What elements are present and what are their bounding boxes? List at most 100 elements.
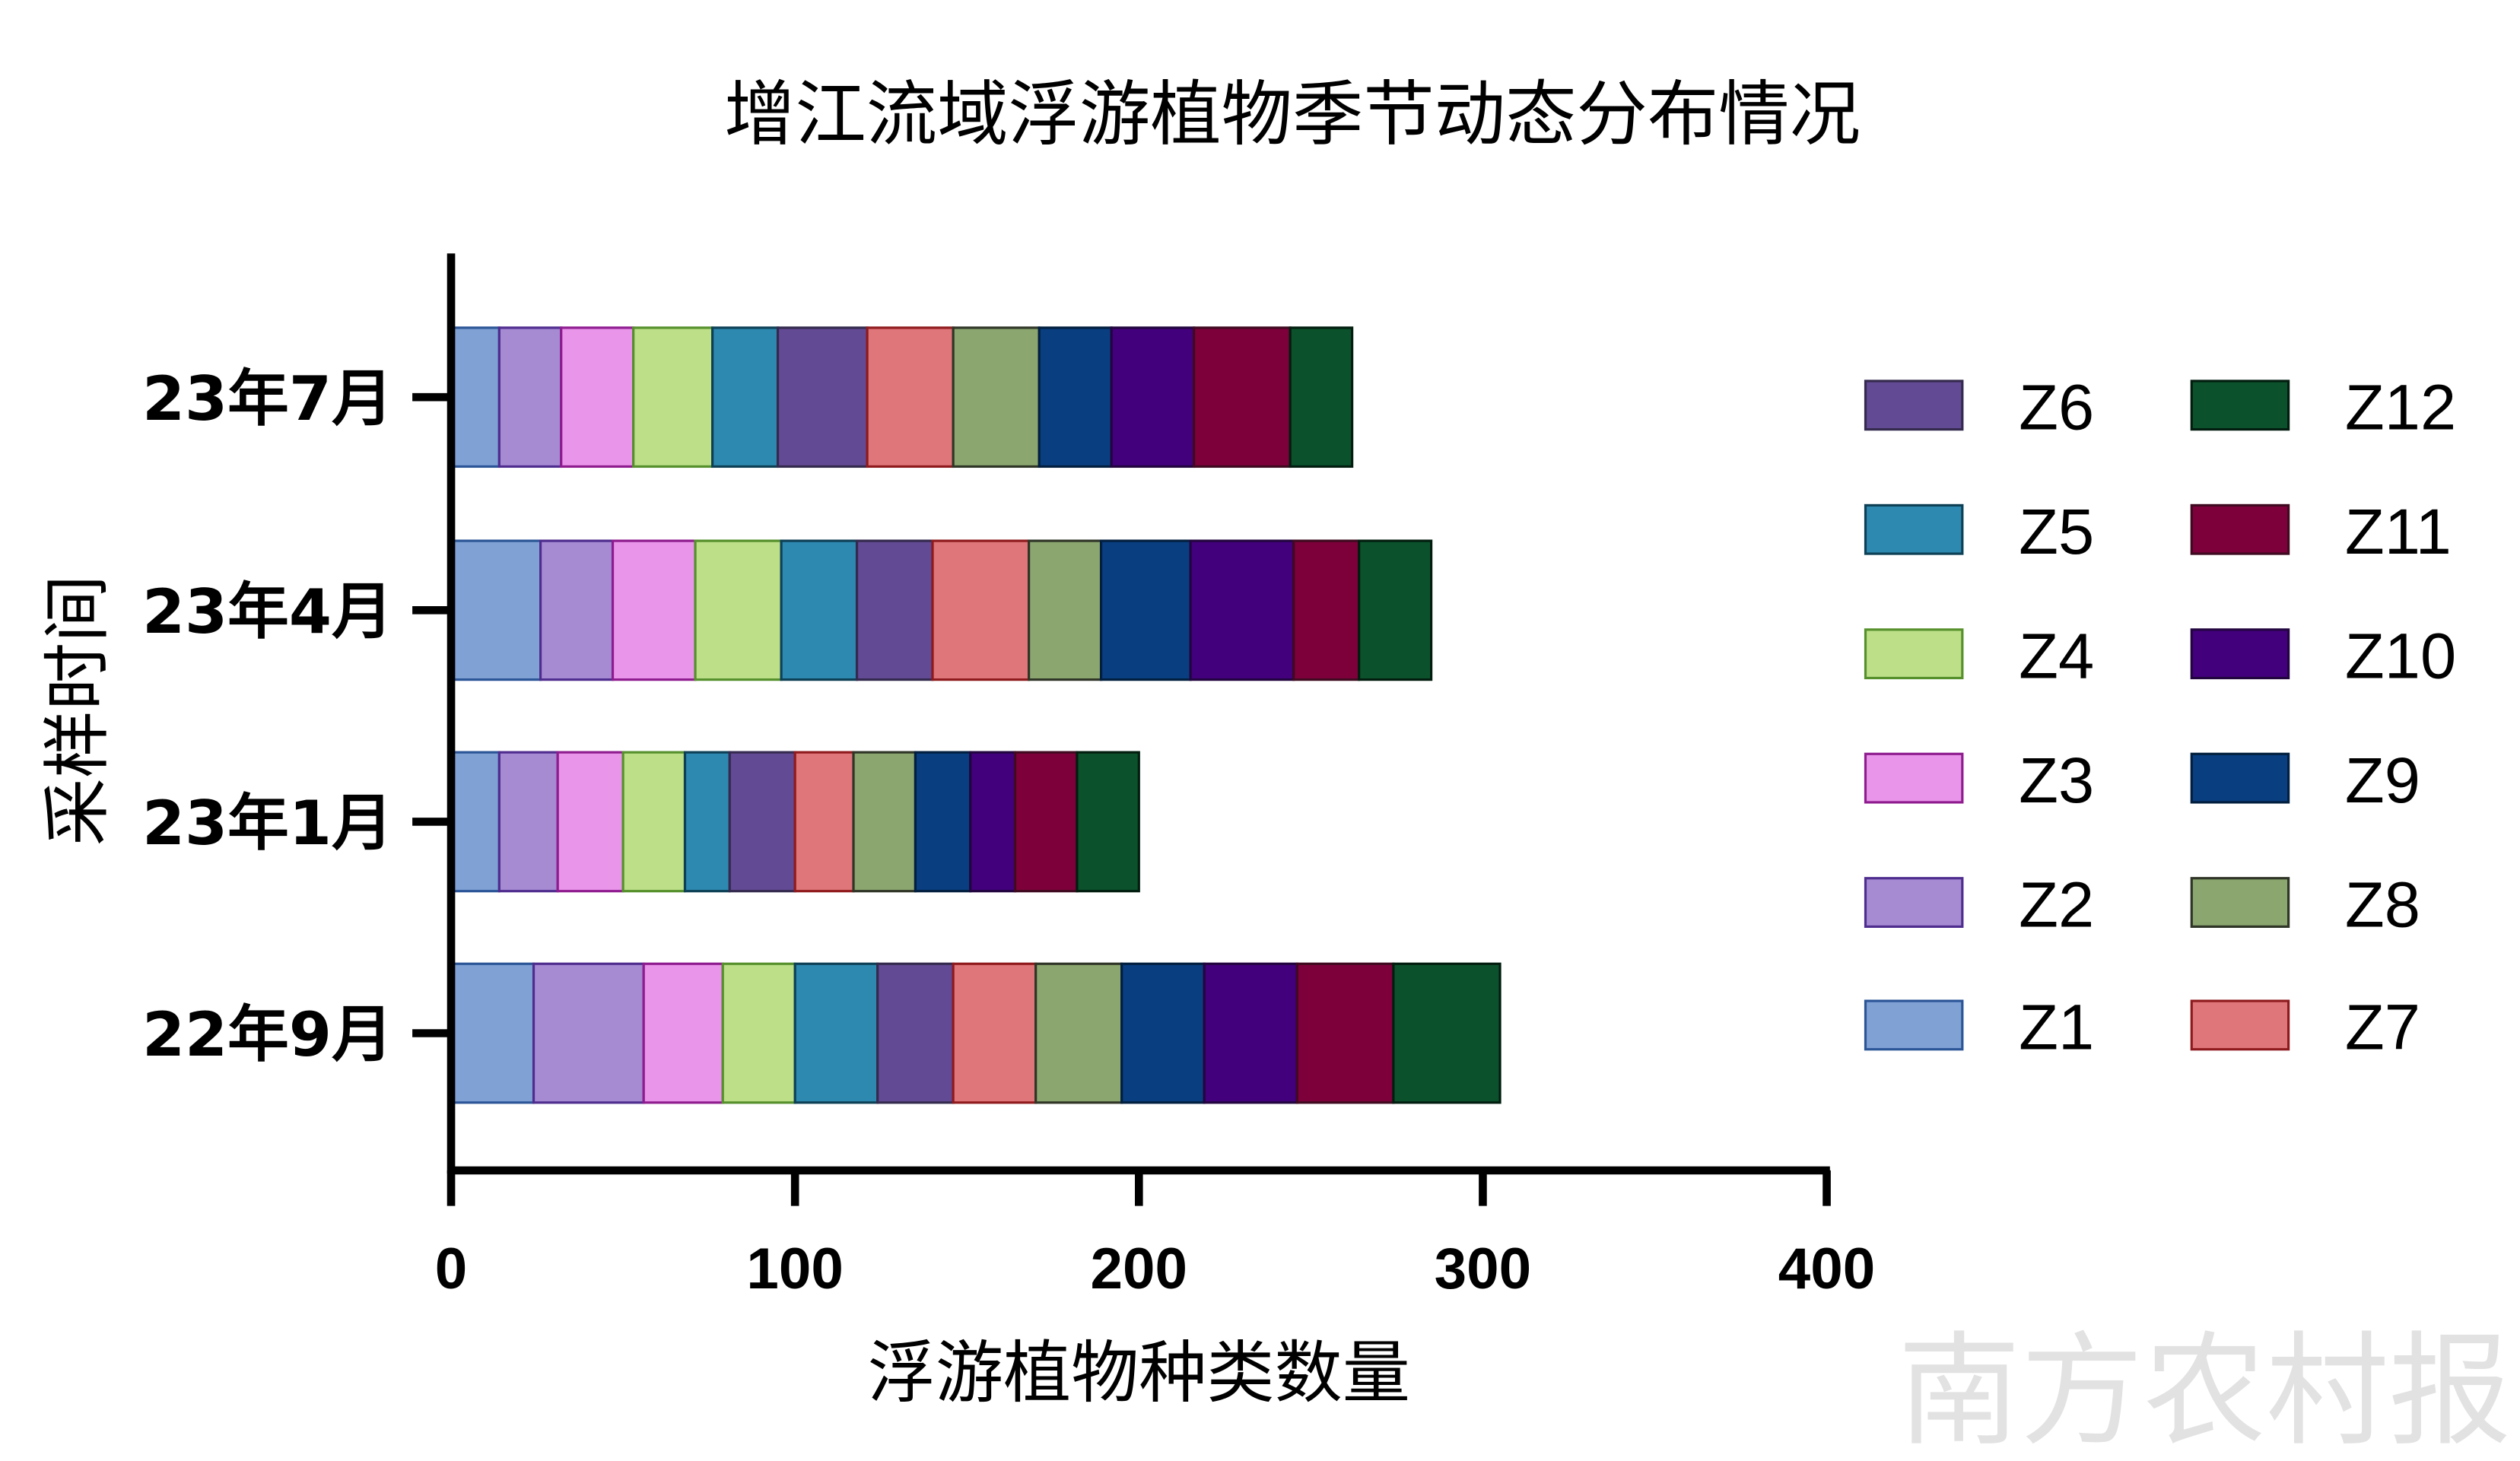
- legend-label: Z12: [2345, 371, 2456, 443]
- y-tick-label: 23年4月: [142, 576, 393, 648]
- bar-segment-z4: [721, 962, 796, 1104]
- legend-item-z1: Z1: [1864, 991, 2094, 1063]
- bar-segment-z3: [611, 539, 697, 681]
- bar-segment-z9: [914, 751, 972, 893]
- legend-swatch: [1864, 877, 1964, 928]
- legend-label: Z10: [2345, 620, 2456, 692]
- y-ticks: 23年7月 23年4月 23年1月 22年9月: [142, 364, 452, 1071]
- bar-segment-z10: [969, 751, 1017, 893]
- legend-item-z10: Z10: [2190, 620, 2456, 692]
- bar-segment-z10: [1189, 539, 1295, 681]
- legend-label: Z7: [2345, 991, 2420, 1063]
- chart-title: 增江流域浮游植物季节动态分布情况: [724, 74, 1861, 157]
- x-tick-label: 200: [1091, 1237, 1187, 1301]
- bar-segment-z10: [1203, 962, 1298, 1104]
- legend-item-z6: Z6: [1864, 371, 2094, 443]
- legend-item-z12: Z12: [2190, 371, 2456, 443]
- legend-label: Z8: [2345, 868, 2420, 940]
- y-tick-label: 22年9月: [142, 999, 393, 1071]
- legend-swatch: [2190, 380, 2290, 431]
- bar-segment-z8: [1028, 539, 1103, 681]
- legend-swatch: [1864, 752, 1964, 804]
- bar-segment-z1: [450, 751, 501, 893]
- legend-swatch: [2190, 752, 2290, 804]
- bars: [450, 326, 1502, 1104]
- legend-label: Z1: [2019, 991, 2094, 1063]
- legend-item-z8: Z8: [2190, 868, 2420, 940]
- legend-label: Z5: [2019, 495, 2094, 567]
- bar-segment-z4: [632, 326, 714, 468]
- y-axis-label: 采样时间: [38, 575, 117, 846]
- legend-label: Z6: [2019, 371, 2094, 443]
- bar-segment-z6: [728, 751, 796, 893]
- legend-swatch: [1864, 999, 1964, 1051]
- bar-segment-z2: [497, 751, 559, 893]
- x-ticks: 0 100 200 300 400: [435, 1170, 1875, 1301]
- bar-segment-z1: [450, 326, 501, 468]
- legend-swatch: [2190, 877, 2290, 928]
- bar-segment-z2: [497, 326, 563, 468]
- watermark: 南方农村报: [1898, 1320, 2512, 1461]
- legend-swatch: [2190, 503, 2290, 555]
- legend-item-z4: Z4: [1864, 620, 2094, 692]
- x-tick-label: 0: [435, 1237, 468, 1301]
- legend-item-z9: Z9: [2190, 744, 2420, 816]
- legend-item-z11: Z11: [2190, 495, 2452, 567]
- bar-segment-z4: [694, 539, 783, 681]
- bar-segment-z5: [780, 539, 859, 681]
- bar-segment-z7: [931, 539, 1031, 681]
- bar-segment-z3: [642, 962, 724, 1104]
- bar-segment-z5: [711, 326, 780, 468]
- legend-label: Z4: [2019, 620, 2094, 692]
- x-axis-label: 浮游植物种类数量: [868, 1334, 1410, 1413]
- bar-segment-z3: [560, 326, 635, 468]
- y-tick-label: 23年1月: [142, 788, 393, 859]
- bar-segment-z6: [876, 962, 955, 1104]
- legend-swatch: [2190, 999, 2290, 1051]
- bar-segment-z11: [1295, 962, 1395, 1104]
- y-tick-label: 23年7月: [142, 364, 393, 435]
- bar-segment-z11: [1292, 539, 1361, 681]
- bar-segment-z1: [450, 962, 535, 1104]
- bar-segment-z9: [1038, 326, 1113, 468]
- legend-swatch: [1864, 628, 1964, 680]
- bar-segment-z2: [539, 539, 615, 681]
- bar-segment-z5: [793, 962, 879, 1104]
- x-tick-label: 300: [1435, 1237, 1531, 1301]
- legend-swatch: [1864, 380, 1964, 431]
- bar-segment-z7: [793, 751, 855, 893]
- bar-segment-z3: [556, 751, 624, 893]
- bar-segment-z6: [855, 539, 934, 681]
- bar-segment-z8: [1034, 962, 1123, 1104]
- bar-segment-z11: [1013, 751, 1079, 893]
- legend-item-z2: Z2: [1864, 868, 2094, 940]
- bar-segment-z12: [1392, 962, 1502, 1104]
- legend-label: Z9: [2345, 744, 2420, 816]
- legend-item-z3: Z3: [1864, 744, 2094, 816]
- legend-item-z7: Z7: [2190, 991, 2420, 1063]
- bar-segment-z5: [683, 751, 731, 893]
- bar-segment-z12: [1289, 326, 1354, 468]
- x-tick-label: 100: [746, 1237, 843, 1301]
- bar-segment-z9: [1120, 962, 1206, 1104]
- bar-segment-z11: [1193, 326, 1292, 468]
- legend-swatch: [2190, 628, 2290, 680]
- x-tick-label: 400: [1778, 1237, 1875, 1301]
- legend-label: Z2: [2019, 868, 2094, 940]
- legend-label: Z3: [2019, 744, 2094, 816]
- bar-segment-z7: [952, 962, 1038, 1104]
- bar-segment-z4: [621, 751, 687, 893]
- bar-segment-z8: [852, 751, 917, 893]
- legend: Z6 Z5 Z4 Z3 Z2 Z1 Z12 Z11 Z10 Z9 Z8 Z7: [1864, 371, 2456, 1063]
- bar-segment-z12: [1076, 751, 1140, 893]
- bar-segment-z7: [866, 326, 955, 468]
- legend-label: Z11: [2345, 495, 2452, 567]
- bar-segment-z2: [532, 962, 645, 1104]
- bar-segment-z6: [776, 326, 869, 468]
- bar-segment-z9: [1099, 539, 1192, 681]
- bar-segment-z8: [952, 326, 1041, 468]
- bar-segment-z10: [1110, 326, 1196, 468]
- legend-swatch: [1864, 503, 1964, 555]
- bar-segment-z1: [450, 539, 542, 681]
